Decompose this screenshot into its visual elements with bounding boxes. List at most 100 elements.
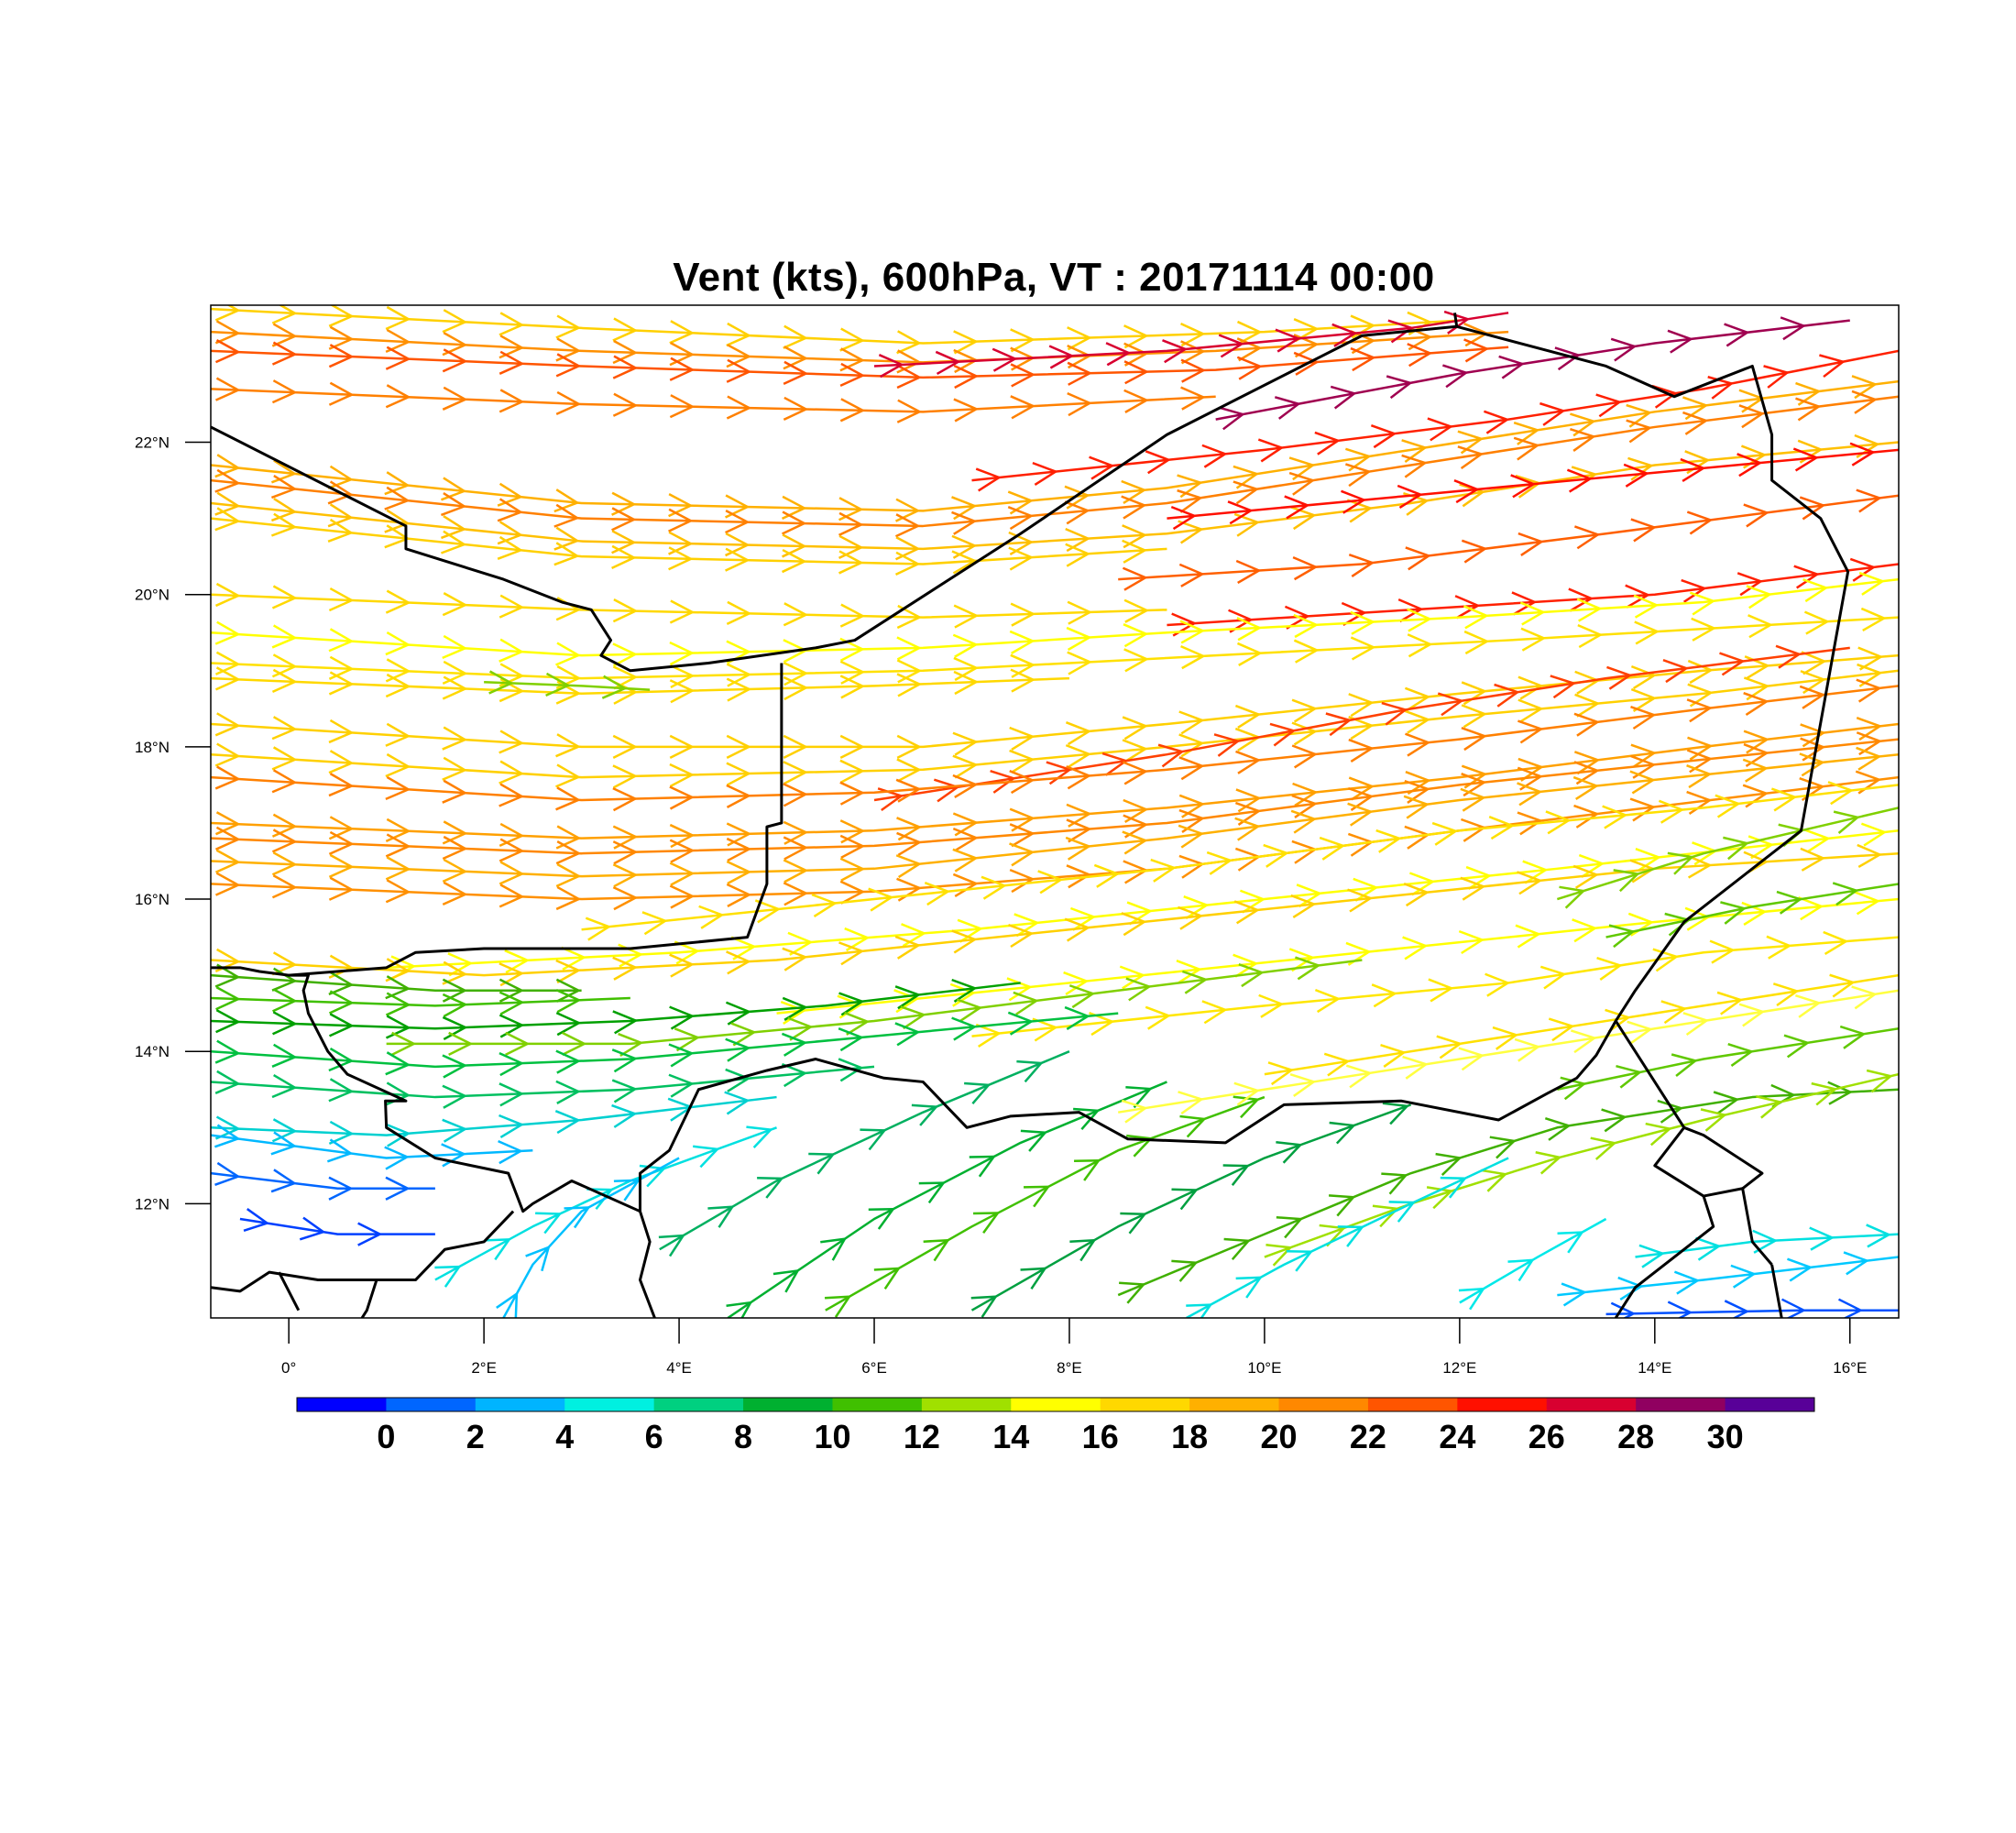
- wind-arrow: [1223, 1237, 1250, 1261]
- wind-arrow: [781, 1032, 806, 1057]
- wind-arrow: [214, 582, 240, 608]
- wind-arrow: [1013, 991, 1038, 1015]
- wind-arrow: [1627, 1020, 1652, 1045]
- streamline: [211, 722, 1899, 840]
- x-tick-label: 12°E: [1442, 1359, 1476, 1377]
- streamline: [211, 1171, 435, 1191]
- wind-arrow: [668, 1043, 694, 1068]
- wind-arrow: [1827, 781, 1853, 806]
- wind-arrow: [1176, 960, 1201, 984]
- colorbar-swatch: [1367, 1398, 1458, 1411]
- wind-arrow: [214, 712, 240, 737]
- wind-arrow: [953, 398, 978, 423]
- wind-arrow: [1286, 1250, 1312, 1272]
- wind-arrow: [1743, 676, 1769, 701]
- wind-arrow: [1267, 1061, 1293, 1086]
- wind-arrow: [896, 831, 921, 856]
- wind-arrow: [442, 309, 466, 334]
- country-border: [211, 324, 1850, 1213]
- wind-arrow: [669, 839, 694, 863]
- wind-arrow: [214, 742, 240, 767]
- wind-arrow: [1856, 678, 1881, 703]
- wind-arrow: [385, 1051, 410, 1076]
- wind-arrow: [1573, 751, 1599, 775]
- wind-arrow: [838, 992, 864, 1016]
- wind-arrow: [1122, 716, 1147, 741]
- wind-arrow: [1596, 957, 1622, 981]
- wind-arrow: [1630, 687, 1656, 712]
- wind-arrow: [1519, 601, 1545, 626]
- streamline: [211, 1134, 533, 1159]
- wind-arrow: [1162, 339, 1187, 364]
- streamline: [386, 829, 1899, 970]
- wind-arrow: [668, 508, 693, 532]
- wind-arrow: [1381, 701, 1407, 726]
- wind-arrow: [896, 399, 921, 423]
- wind-arrow: [1348, 776, 1374, 801]
- wind-arrow: [726, 395, 751, 420]
- streamline: [211, 346, 1509, 379]
- country-border: [377, 1210, 515, 1281]
- wind-arrow: [1065, 743, 1090, 769]
- wind-arrow: [1623, 463, 1649, 488]
- wind-arrow: [272, 988, 297, 1013]
- wind-arrow: [328, 344, 354, 368]
- wind-arrow: [973, 1212, 1000, 1234]
- wind-arrow: [1716, 991, 1742, 1015]
- wind-arrow: [505, 1031, 529, 1057]
- wind-arrow: [669, 734, 694, 759]
- wind-arrow: [1738, 1003, 1764, 1027]
- wind-arrow: [1687, 683, 1713, 708]
- wind-arrow: [1730, 1264, 1756, 1289]
- x-tick-label: 6°E: [861, 1359, 887, 1377]
- wind-arrow: [1626, 403, 1651, 428]
- wind-arrow: [1652, 948, 1678, 972]
- wind-arrow: [669, 679, 694, 704]
- wind-arrow: [611, 507, 636, 532]
- wind-arrow: [844, 927, 869, 952]
- wind-arrow: [1258, 993, 1283, 1018]
- wind-arrow: [326, 1138, 352, 1163]
- country-border: [211, 1270, 378, 1293]
- wind-arrow: [1288, 948, 1314, 972]
- wind-arrow: [1350, 346, 1375, 372]
- wind-arrow: [1382, 1102, 1408, 1125]
- wind-arrow: [1560, 1076, 1585, 1101]
- wind-arrow: [1009, 842, 1034, 867]
- wind-arrow: [1460, 787, 1485, 812]
- wind-arrow: [271, 379, 297, 404]
- wind-arrow: [1067, 600, 1091, 625]
- wind-arrow: [1513, 421, 1539, 445]
- wind-arrow: [1793, 565, 1819, 589]
- wind-arrow: [271, 323, 297, 347]
- wind-arrow: [1630, 664, 1656, 690]
- wind-arrow: [1570, 1029, 1596, 1054]
- wind-arrow: [824, 1295, 851, 1318]
- streamline: [1557, 1256, 1899, 1297]
- wind-arrow: [1178, 824, 1203, 849]
- wind-arrow: [895, 778, 921, 803]
- wind-arrow: [1671, 1053, 1697, 1078]
- wind-arrow: [1201, 1000, 1227, 1025]
- wind-arrow: [1819, 354, 1845, 379]
- colorbar-label: 22: [1350, 1418, 1386, 1455]
- wind-arrow: [1284, 605, 1309, 630]
- wind-arrow: [1347, 888, 1372, 913]
- wind-arrow: [1484, 410, 1508, 434]
- wind-arrow: [499, 594, 523, 619]
- wind-arrow: [1514, 1037, 1539, 1062]
- wind-arrow: [562, 1031, 586, 1057]
- wind-arrow: [641, 911, 667, 936]
- wind-arrow: [1719, 652, 1745, 676]
- wind-arrow: [674, 1027, 699, 1052]
- wind-arrow: [783, 783, 807, 807]
- wind-arrow: [1397, 598, 1423, 623]
- wind-arrow: [328, 381, 354, 406]
- wind-arrow: [1630, 706, 1656, 730]
- wind-arrow: [1388, 1201, 1415, 1223]
- wind-arrow: [1738, 404, 1764, 429]
- wind-arrow: [214, 1161, 240, 1186]
- wind-arrow: [499, 962, 523, 987]
- wind-arrow: [328, 971, 353, 996]
- wind-arrow: [1515, 924, 1540, 949]
